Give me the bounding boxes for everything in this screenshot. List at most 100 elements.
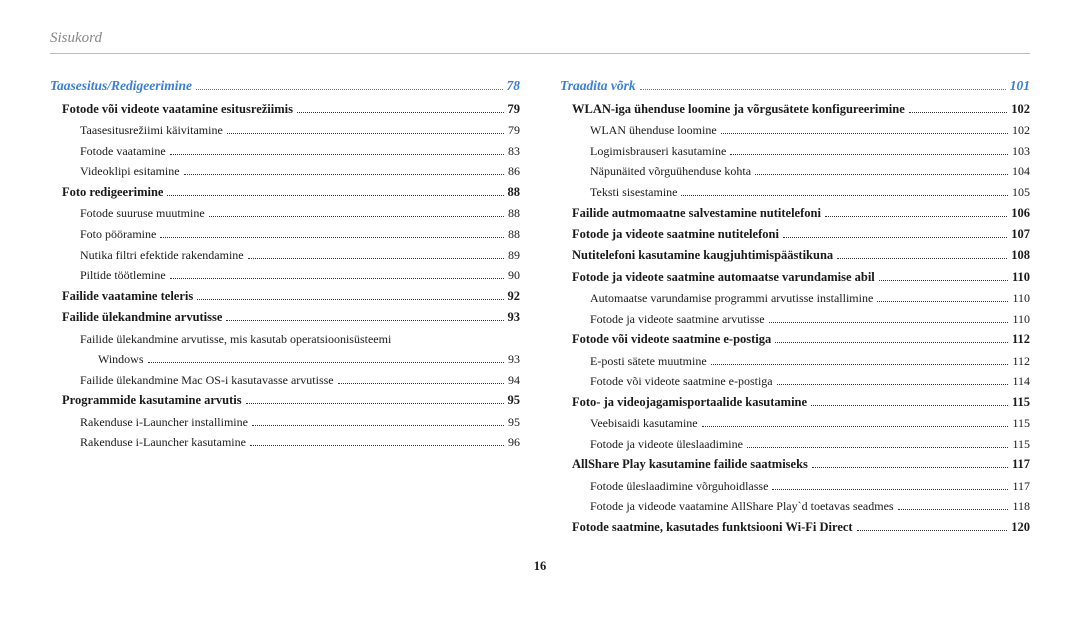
- toc-entry: WLAN ühenduse loomine102: [560, 121, 1030, 140]
- toc-label: Windows: [98, 350, 144, 369]
- toc-page: 86: [508, 162, 520, 181]
- page-number: 16: [50, 559, 1030, 574]
- toc-label: Rakenduse i-Launcher installimine: [80, 413, 248, 432]
- toc-label: Piltide töötlemine: [80, 266, 166, 285]
- toc-label: Fotode ja videote saatmine automaatse va…: [572, 268, 875, 287]
- toc-page: 88: [508, 204, 520, 223]
- toc-label: Foto- ja videojagamisportaalide kasutami…: [572, 393, 807, 412]
- toc-entry: Fotode või videote vaatamine esitusrežii…: [50, 100, 520, 119]
- toc-label: Teksti sisestamine: [590, 183, 677, 202]
- toc-dots: [170, 278, 504, 279]
- toc-page: 94: [508, 371, 520, 390]
- toc-entry: Failide autmomaatne salvestamine nutitel…: [560, 204, 1030, 223]
- toc-dots: [702, 426, 1009, 427]
- toc-dots: [148, 362, 504, 363]
- toc-label: Fotode või videote saatmine e-postiga: [590, 372, 773, 391]
- toc-entry: Veebisaidi kasutamine115: [560, 414, 1030, 433]
- toc-page: 101: [1010, 76, 1030, 97]
- toc-entry: Automaatse varundamise programmi arvutis…: [560, 289, 1030, 308]
- toc-label: Fotode saatmine, kasutades funktsiooni W…: [572, 518, 853, 537]
- toc-entry: E-posti sätete muutmine112: [560, 352, 1030, 371]
- toc-dots: [721, 133, 1008, 134]
- toc-label: Fotode vaatamine: [80, 142, 166, 161]
- toc-dots: [909, 112, 1008, 113]
- toc-label: Fotode ja videote saatmine arvutisse: [590, 310, 765, 329]
- toc-label: Fotode või videote vaatamine esitusrežii…: [62, 100, 293, 119]
- toc-right-column: Traadita võrk 101 WLAN-iga ühenduse loomin…: [560, 76, 1030, 539]
- toc-page: 102: [1012, 121, 1030, 140]
- toc-page: 114: [1012, 372, 1030, 391]
- toc-page: 88: [508, 225, 520, 244]
- toc-entry: Traadita võrk 101: [560, 76, 1030, 97]
- toc-entry: Fotode ja videote üleslaadimine115: [560, 435, 1030, 454]
- toc-entry: Fotode ja videote saatmine nutitelefoni 1…: [560, 225, 1030, 244]
- toc-page: 78: [507, 76, 521, 97]
- toc-dots: [812, 467, 1008, 468]
- toc-page: 110: [1012, 289, 1030, 308]
- toc-label: Automaatse varundamise programmi arvutis…: [590, 289, 873, 308]
- toc-dots: [227, 133, 504, 134]
- toc-page: 92: [508, 287, 521, 306]
- toc-entry: Fotode või videote saatmine e-postiga 114: [560, 372, 1030, 391]
- toc-label: Fotode ja videote saatmine nutitelefoni: [572, 225, 779, 244]
- toc-entry: Rakenduse i-Launcher installimine 95: [50, 413, 520, 432]
- toc-label: Traadita võrk: [560, 76, 636, 97]
- toc-label: Failide ülekandmine arvutisse: [62, 308, 222, 327]
- toc-dots: [297, 112, 504, 113]
- toc-dots: [246, 403, 504, 404]
- toc-left-column: Taasesitus/Redigeerimine 78 Fotode või vid…: [50, 76, 520, 539]
- toc-label: WLAN-iga ühenduse loomine ja võrgusätete…: [572, 100, 905, 119]
- toc-label: Taasesitus/Redigeerimine: [50, 76, 192, 97]
- toc-page: 120: [1011, 518, 1030, 537]
- toc-entry: Näpunäited võrguühenduse kohta104: [560, 162, 1030, 181]
- toc-dots: [772, 489, 1008, 490]
- toc-entry: Teksti sisestamine105: [560, 183, 1030, 202]
- toc-label: Foto redigeerimine: [62, 183, 163, 202]
- toc-label: Fotode või videote saatmine e-postiga: [572, 330, 771, 349]
- toc-label: Fotode ja videote üleslaadimine: [590, 435, 743, 454]
- toc-dots: [226, 320, 503, 321]
- toc-entry: Nutika filtri efektide rakendamine89: [50, 246, 520, 265]
- toc-label: Fotode ja videode vaatamine AllShare Pla…: [590, 497, 894, 516]
- toc-dots: [252, 425, 504, 426]
- toc-dots: [898, 509, 1009, 510]
- toc-entry: Fotode vaatamine83: [50, 142, 520, 161]
- toc-page: 115: [1012, 414, 1030, 433]
- toc-page: 108: [1011, 246, 1030, 265]
- toc-page: 107: [1011, 225, 1030, 244]
- toc-dots: [777, 384, 1009, 385]
- toc-entry: Logimisbrauseri kasutamine103: [560, 142, 1030, 161]
- toc-page: 95: [508, 413, 520, 432]
- toc-dots: [837, 258, 1007, 259]
- toc-page: 95: [508, 391, 521, 410]
- toc-page: 79: [508, 100, 521, 119]
- toc-page: 117: [1012, 455, 1030, 474]
- toc-entry: Fotode ja videode vaatamine AllShare Pla…: [560, 497, 1030, 516]
- toc-entry: Foto redigeerimine 88: [50, 183, 520, 202]
- toc-label: Nutika filtri efektide rakendamine: [80, 246, 244, 265]
- toc-entry: Foto pööramine88: [50, 225, 520, 244]
- toc-entry: Fotode üleslaadimine võrguhoidlasse117: [560, 477, 1030, 496]
- toc-entry: Failide ülekandmine arvutisse, mis kasut…: [50, 330, 520, 349]
- toc-entry: Failide ülekandmine Mac OS-i kasutavasse…: [50, 371, 520, 390]
- toc-label: Fotode suuruse muutmine: [80, 204, 205, 223]
- toc-label: Failide autmomaatne salvestamine nutitel…: [572, 204, 821, 223]
- toc-entry: Taasesitus/Redigeerimine 78: [50, 76, 520, 97]
- toc-dots: [811, 405, 1008, 406]
- toc-dots: [747, 447, 1008, 448]
- toc-page: 118: [1012, 497, 1030, 516]
- toc-label: Videoklipi esitamine: [80, 162, 180, 181]
- toc-page: 106: [1011, 204, 1030, 223]
- toc-page: 93: [508, 350, 520, 369]
- toc-entry: WLAN-iga ühenduse loomine ja võrgusätete…: [560, 100, 1030, 119]
- toc-dots: [681, 195, 1008, 196]
- toc-entry: AllShare Play kasutamine failide saatmis…: [560, 455, 1030, 474]
- toc-entry: Failide ülekandmine arvutisse93: [50, 308, 520, 327]
- toc-page: 88: [508, 183, 521, 202]
- toc-label: Failide vaatamine teleris: [62, 287, 193, 306]
- toc-entry: Fotode ja videote saatmine arvutisse110: [560, 310, 1030, 329]
- toc-label: Failide ülekandmine Mac OS-i kasutavasse…: [80, 371, 334, 390]
- toc-entry: Taasesitusrežiimi käivitamine79: [50, 121, 520, 140]
- toc-label: Failide ülekandmine arvutisse, mis kasut…: [80, 330, 391, 349]
- toc-entry: Foto- ja videojagamisportaalide kasutami…: [560, 393, 1030, 412]
